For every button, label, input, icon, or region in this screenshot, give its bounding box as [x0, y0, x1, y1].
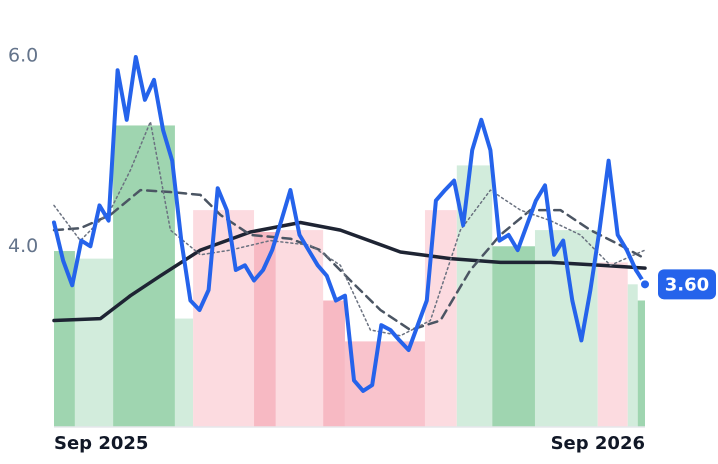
- x-tick-label: Sep 2025: [54, 433, 148, 454]
- band: [456, 165, 493, 428]
- value-label: 3.60: [665, 274, 709, 295]
- series-line: [52, 188, 647, 332]
- band: [113, 125, 175, 428]
- band: [637, 300, 645, 427]
- series-line: [52, 55, 647, 393]
- band: [323, 300, 345, 427]
- band: [627, 284, 638, 427]
- band: [54, 251, 75, 427]
- last-point: [639, 278, 651, 291]
- band: [74, 258, 114, 427]
- band: [254, 232, 276, 427]
- band: [597, 262, 628, 427]
- value-badge: [658, 269, 716, 300]
- series-line: [52, 220, 647, 323]
- band: [174, 318, 194, 427]
- y-tick-label: 6.0: [8, 45, 38, 67]
- series-line: [53, 120, 646, 337]
- band: [492, 246, 535, 427]
- y-tick-label: 4.0: [8, 235, 38, 257]
- x-tick-label: Sep 2026: [551, 433, 645, 454]
